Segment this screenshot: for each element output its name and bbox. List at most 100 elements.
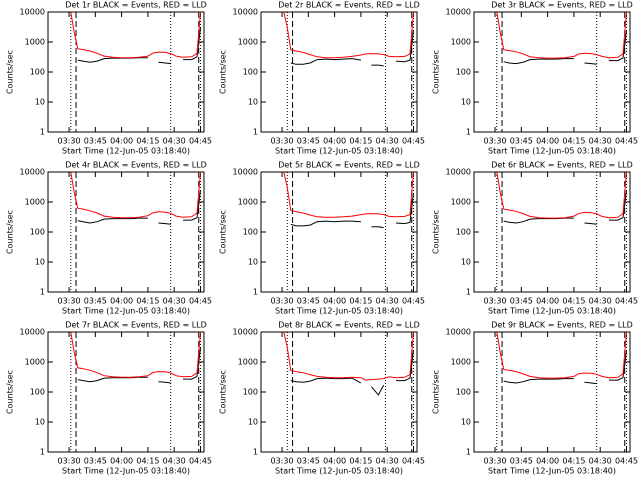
- x-tick-label: 03:30: [484, 137, 507, 146]
- y-tick-label: 10000: [446, 8, 471, 17]
- y-tick-label: 100: [456, 388, 471, 397]
- x-tick-label: 04:45: [189, 457, 212, 466]
- x-tick-label: 04:00: [536, 457, 559, 466]
- y-tick-label: 10: [35, 258, 45, 267]
- plot-frame: [260, 171, 418, 293]
- x-tick-label: 04:00: [110, 137, 133, 146]
- y-tick-label: 1: [40, 128, 45, 137]
- y-tick-label: 10000: [233, 168, 258, 177]
- y-tick-label: 1: [253, 128, 258, 137]
- x-tick-label: 04:30: [376, 297, 399, 306]
- x-tick-label: 04:30: [163, 137, 186, 146]
- y-tick-label: 10: [35, 98, 45, 107]
- x-tick-label: 04:30: [163, 297, 186, 306]
- x-tick-label: 04:00: [536, 137, 559, 146]
- y-tick-label: 100: [243, 388, 258, 397]
- series-line: [70, 172, 201, 219]
- series-line: [77, 190, 201, 225]
- y-axis-label: Counts/sec: [432, 50, 441, 94]
- x-tick-label: 04:30: [589, 457, 612, 466]
- x-tick-label: 03:45: [297, 457, 320, 466]
- panel: Det 8r BLACK = Events, RED = LLD 1 10 100 10…: [219, 321, 426, 476]
- y-tick-label: 10: [248, 98, 258, 107]
- x-tick-label: 03:30: [484, 457, 507, 466]
- x-axis-label: Start Time (12-Jun-05 03:18:40): [62, 147, 190, 156]
- y-tick-label: 100: [456, 228, 471, 237]
- series-line: [496, 172, 627, 219]
- x-tick-label: 04:15: [349, 137, 372, 146]
- y-tick-label: 1: [253, 288, 258, 297]
- x-tick-label: 03:30: [271, 457, 294, 466]
- y-tick-label: 1000: [25, 198, 45, 207]
- series-line: [503, 350, 627, 385]
- y-tick-label: 10: [461, 258, 471, 267]
- x-tick-label: 04:45: [402, 457, 425, 466]
- x-tick-label: 04:00: [323, 297, 346, 306]
- x-tick-label: 03:30: [58, 297, 81, 306]
- x-tick-label: 03:30: [484, 297, 507, 306]
- plot-frame: [260, 331, 418, 453]
- chart-title: Det 4r BLACK = Events, RED = LLD: [65, 161, 207, 170]
- chart-title: Det 2r BLACK = Events, RED = LLD: [278, 1, 420, 10]
- y-tick-label: 1: [466, 448, 471, 457]
- x-axis-label: Start Time (12-Jun-05 03:18:40): [488, 147, 616, 156]
- x-tick-label: 04:15: [136, 297, 159, 306]
- x-tick-label: 03:45: [84, 297, 107, 306]
- y-tick-label: 10000: [20, 8, 45, 17]
- x-tick-label: 03:45: [297, 137, 320, 146]
- y-tick-label: 100: [243, 68, 258, 77]
- y-tick-label: 10000: [446, 328, 471, 337]
- panel: Det 4r BLACK = Events, RED = LLD 1 10 100 10…: [6, 161, 213, 316]
- plot-frame: [473, 11, 631, 133]
- x-tick-label: 04:45: [615, 137, 638, 146]
- x-axis-label: Start Time (12-Jun-05 03:18:40): [62, 467, 190, 476]
- panel: Det 2r BLACK = Events, RED = LLD 1 10 100 10…: [219, 1, 426, 156]
- x-axis-label: Start Time (12-Jun-05 03:18:40): [62, 307, 190, 316]
- y-axis-label: Counts/sec: [432, 370, 441, 414]
- y-axis-label: Counts/sec: [6, 50, 15, 94]
- x-tick-label: 03:45: [510, 457, 533, 466]
- y-tick-label: 10000: [20, 328, 45, 337]
- plot-frame: [47, 331, 205, 453]
- chart-title: Det 3r BLACK = Events, RED = LLD: [491, 1, 633, 10]
- y-tick-label: 1000: [451, 38, 471, 47]
- y-tick-label: 1: [253, 448, 258, 457]
- y-tick-label: 1000: [25, 38, 45, 47]
- y-tick-label: 10: [248, 258, 258, 267]
- y-tick-label: 10000: [446, 168, 471, 177]
- y-tick-label: 1000: [451, 358, 471, 367]
- x-tick-label: 04:15: [562, 457, 585, 466]
- panel: Det 9r BLACK = Events, RED = LLD 1 10 100 10…: [432, 321, 639, 476]
- plot-frame: [47, 11, 205, 133]
- x-tick-label: 03:30: [271, 297, 294, 306]
- x-tick-label: 04:45: [615, 297, 638, 306]
- y-tick-label: 1000: [238, 38, 258, 47]
- x-tick-label: 04:15: [349, 297, 372, 306]
- y-axis-label: Counts/sec: [219, 50, 228, 94]
- chart-title: Det 7r BLACK = Events, RED = LLD: [65, 321, 207, 330]
- x-tick-label: 04:30: [163, 457, 186, 466]
- y-tick-label: 1000: [238, 358, 258, 367]
- x-tick-label: 03:45: [510, 297, 533, 306]
- y-tick-label: 100: [243, 228, 258, 237]
- y-tick-label: 10: [248, 418, 258, 427]
- x-tick-label: 04:15: [562, 297, 585, 306]
- x-tick-label: 04:45: [189, 297, 212, 306]
- series-line: [283, 12, 414, 59]
- x-tick-label: 04:15: [562, 137, 585, 146]
- series-line: [496, 332, 627, 379]
- y-tick-label: 1: [466, 288, 471, 297]
- x-axis-label: Start Time (12-Jun-05 03:18:40): [275, 467, 403, 476]
- series-line: [503, 30, 627, 65]
- panel: Det 3r BLACK = Events, RED = LLD 1 10 100 10…: [432, 1, 639, 156]
- y-tick-label: 10: [461, 418, 471, 427]
- y-axis-label: Counts/sec: [6, 370, 15, 414]
- x-tick-label: 03:45: [84, 457, 107, 466]
- x-tick-label: 04:45: [402, 137, 425, 146]
- x-tick-label: 04:15: [136, 137, 159, 146]
- series-line: [496, 12, 627, 59]
- x-tick-label: 04:15: [349, 457, 372, 466]
- x-tick-label: 04:45: [402, 297, 425, 306]
- chart-title: Det 8r BLACK = Events, RED = LLD: [278, 321, 420, 330]
- plot-frame: [473, 171, 631, 293]
